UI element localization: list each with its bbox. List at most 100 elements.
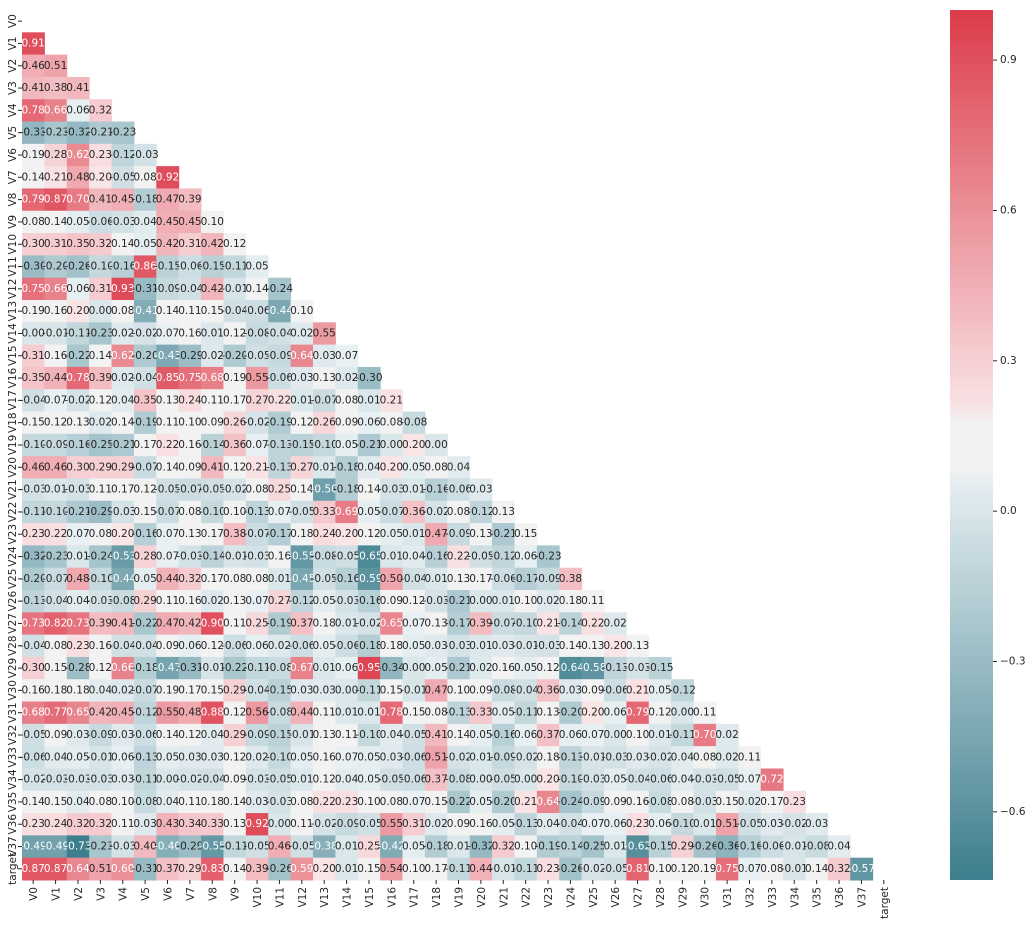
heatmap-cell-target-V34: [783, 857, 806, 881]
cell-value-label: 0.50: [380, 573, 403, 585]
cell-value-label: 0.13: [223, 595, 246, 607]
y-tick-label-V3: V3: [7, 81, 19, 95]
cell-value-label: -0.73: [64, 841, 91, 853]
cell-value-label: -0.03: [64, 774, 91, 786]
heatmap-cell-V13-V2: [66, 300, 90, 323]
heatmap-cell-V36-V22: [514, 813, 538, 836]
heatmap-cell-V36-V0: [22, 813, 45, 836]
x-tick-label-V21: V21: [498, 887, 510, 908]
heatmap-cell-V34-V27: [626, 768, 650, 792]
heatmap-cell-V19-V18: [424, 433, 448, 457]
heatmap-cell-V32-V13: [313, 723, 336, 747]
cell-value-label: 0.04: [671, 751, 695, 763]
y-tick-label-V19: V19: [7, 435, 19, 456]
heatmap-cell-V22-V3: [89, 500, 113, 524]
heatmap-cell-target-V8: [201, 857, 224, 881]
heatmap-cell-V9-V7: [178, 210, 202, 234]
cell-value-label: 0.06: [603, 818, 627, 830]
heatmap-cell-V34-V14: [335, 768, 359, 792]
cell-value-label: 0.00: [469, 595, 492, 607]
cell-value-label: 0.00: [469, 774, 492, 786]
heatmap-cell-V25-V13: [313, 567, 336, 591]
heatmap-cell-V36-V14: [335, 813, 359, 836]
heatmap-cell-V27-V11: [268, 612, 292, 636]
heatmap-cell-V11-V6: [156, 255, 180, 279]
colorbar-tick-label: 0.0: [1000, 505, 1017, 517]
heatmap-cell-V25-V14: [335, 567, 359, 591]
cell-value-label: -0.06: [20, 751, 47, 763]
heatmap-cell-V13-V10: [245, 300, 269, 323]
cell-value-label: 0.77: [44, 707, 67, 719]
cell-value-label: 0.10: [290, 305, 313, 317]
cell-value-label: -0.21: [87, 127, 114, 139]
heatmap-cell-V29-V28: [648, 656, 672, 680]
cell-value-label: -0.06: [87, 216, 114, 228]
cell-value-label: 0.65: [380, 617, 403, 629]
cell-value-label: 0.13: [312, 729, 335, 741]
cell-value-label: -0.14: [199, 551, 226, 563]
cell-value-label: 0.03: [380, 751, 403, 763]
cell-value-label: 0.06: [559, 729, 583, 741]
x-tick-label-V19: V19: [454, 887, 466, 908]
cell-value-label: 0.14: [223, 863, 247, 875]
x-tick-label-V20: V20: [476, 887, 488, 908]
heatmap-cell-V6-V0: [22, 143, 45, 167]
cell-value-label: 0.75: [715, 863, 738, 875]
cell-value-label: -0.13: [20, 595, 47, 607]
heatmap-cell-V11-V2: [66, 255, 90, 279]
x-tick-label-V0: V0: [28, 887, 40, 901]
cell-value-label: 0.34: [178, 818, 202, 830]
cell-value-label: 0.47: [156, 194, 179, 206]
cell-value-label: 0.11: [335, 729, 358, 741]
heatmap-cell-V22-V7: [178, 500, 202, 524]
cell-value-label: -0.18: [132, 194, 159, 206]
cell-value-label: 0.21: [626, 684, 649, 696]
heatmap-cell-V37-V7: [178, 835, 202, 859]
cell-value-label: -0.01: [42, 327, 69, 339]
cell-value-label: -0.29: [176, 350, 203, 362]
heatmap-cell-V36-V29: [671, 813, 695, 836]
cell-value-label: 0.23: [21, 528, 44, 540]
cell-value-label: 0.00: [268, 818, 291, 830]
cell-value-label: 0.75: [21, 283, 44, 295]
cell-value-label: 0.42: [89, 707, 112, 719]
cell-value-label: 0.38: [559, 573, 582, 585]
heatmap-cell-V21-V6: [156, 478, 180, 502]
heatmap-cell-V25-V8: [201, 567, 224, 591]
cell-value-label: 0.02: [603, 617, 626, 629]
cell-value-label: -0.10: [87, 573, 114, 585]
cell-value-label: 0.06: [514, 729, 538, 741]
cell-value-label: -0.09: [243, 729, 270, 741]
heatmap-cell-V35-V11: [268, 790, 292, 814]
cell-value-label: -0.10: [557, 774, 584, 786]
cell-value-label: -0.19: [132, 417, 159, 429]
heatmap-cell-V30-V13: [313, 679, 336, 703]
heatmap-cell-V27-V13: [313, 612, 336, 636]
heatmap-cell-V19-V7: [178, 433, 202, 457]
heatmap-cell-V37-V2: [66, 835, 90, 859]
cell-value-label: 0.90: [201, 617, 224, 629]
heatmap-cell-V34-V12: [290, 768, 314, 792]
cell-value-label: 0.02: [89, 417, 112, 429]
cell-value-label: -0.09: [42, 439, 69, 451]
heatmap-cell-V33-V11: [268, 746, 292, 769]
cell-value-label: -0.16: [132, 528, 159, 540]
cell-value-label: 0.41: [21, 82, 44, 94]
cell-value-label: 0.02: [715, 729, 738, 741]
heatmap-cell-V26-V11: [268, 590, 292, 613]
cell-value-label: -0.05: [333, 551, 360, 563]
cell-value-label: -0.12: [288, 595, 315, 607]
cell-value-label: -0.08: [266, 662, 293, 674]
heatmap-cell-V8-V7: [178, 188, 202, 212]
cell-value-label: 0.03: [312, 350, 335, 362]
cell-value-label: 0.12: [402, 595, 425, 607]
heatmap-cell-V37-V31: [715, 835, 739, 859]
cell-value-label: 0.04: [536, 818, 560, 830]
cell-value-label: 0.13: [178, 528, 201, 540]
cell-value-label: 0.19: [156, 684, 179, 696]
heatmap-cell-V21-V1: [44, 478, 68, 502]
heatmap-cell-V35-V9: [223, 790, 247, 814]
heatmap-cell-V29-V7: [178, 656, 202, 680]
cell-value-label: 0.36: [402, 506, 426, 518]
cell-value-label: 0.23: [783, 796, 806, 808]
